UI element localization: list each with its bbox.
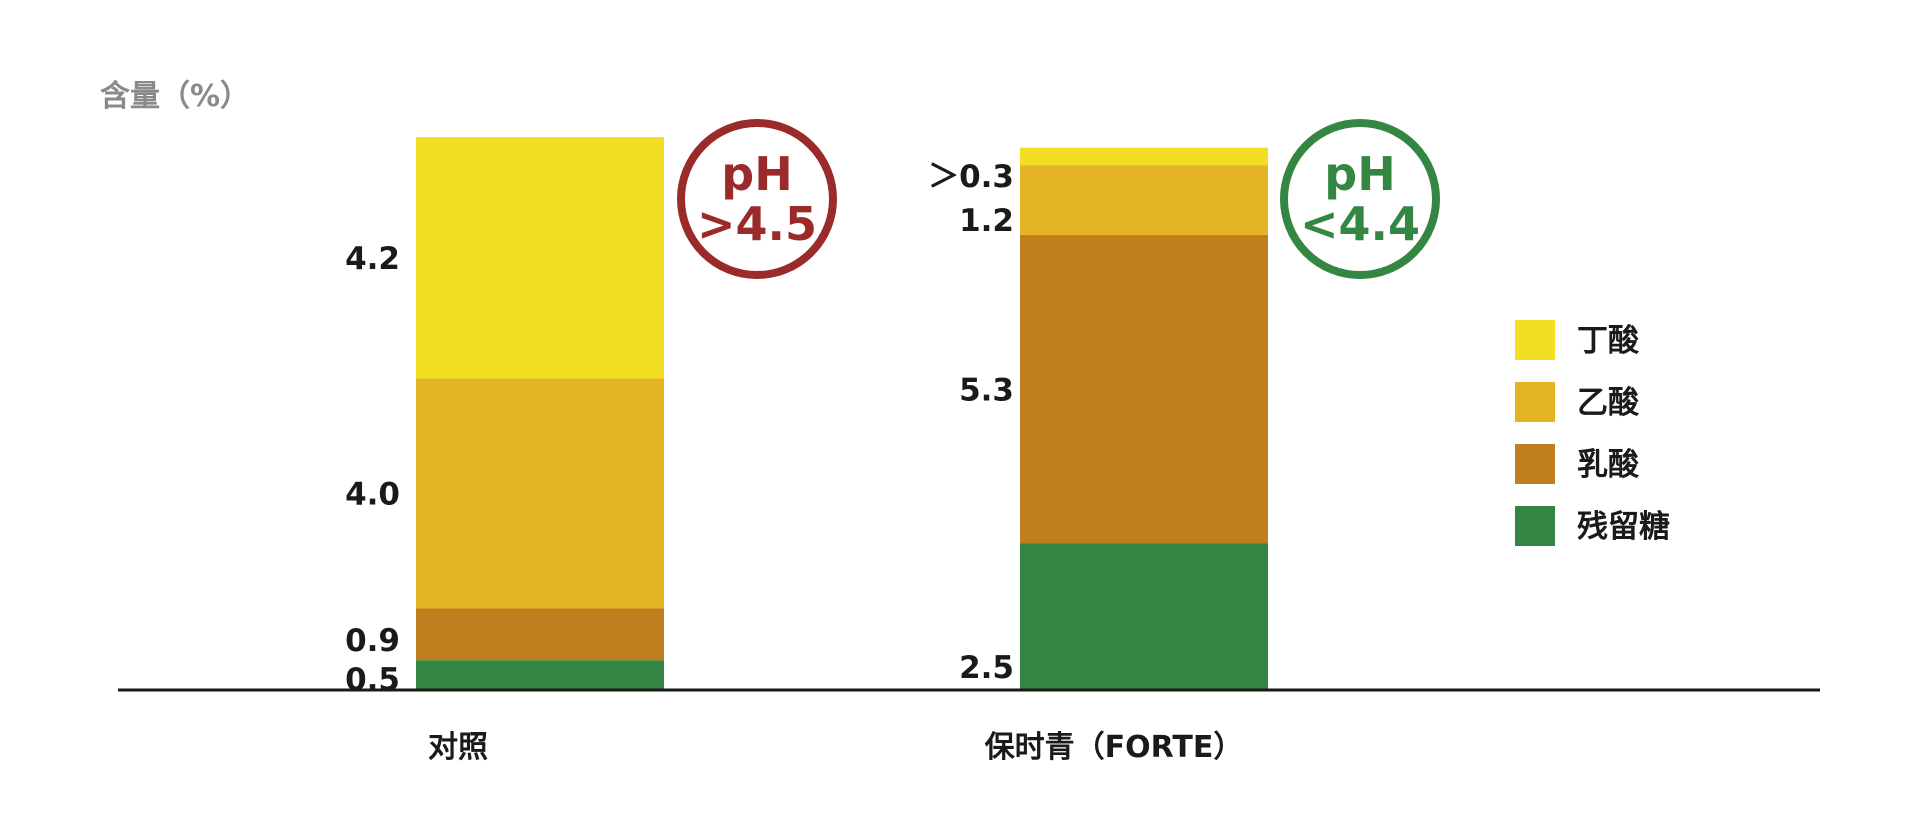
- value-label-1-3: 4.0: [345, 477, 400, 513]
- legend-swatch-3: [1515, 444, 1555, 484]
- ph-label-1: pH: [721, 147, 792, 201]
- bar-segment-2-3: [1020, 165, 1268, 236]
- ph-value-2: <4.4: [1300, 197, 1420, 251]
- value-label-2-4: ＞0.3: [928, 159, 1014, 195]
- category-label-1: 对照: [428, 730, 488, 765]
- bars: [416, 137, 1268, 689]
- value-labels: 0.50.9 4.0 4.2 2.5 5.3 1.2 ＞0.3: [345, 159, 1014, 698]
- ph-label-2: pH: [1324, 147, 1395, 201]
- ph-annotation-2: pH<4.4: [1280, 119, 1440, 279]
- bar-segment-2-4: [1020, 147, 1268, 166]
- value-label-2-3: 1.2: [959, 203, 1014, 239]
- ph-annotations: pH>4.5pH<4.4: [677, 119, 1440, 279]
- legend-swatch-2: [1515, 382, 1555, 422]
- bar-segment-1-1: [416, 660, 664, 689]
- legend-swatch-1: [1515, 320, 1555, 360]
- value-label-2-1: 2.5: [959, 650, 1014, 686]
- ph-circle-1: [677, 119, 837, 279]
- bar-segment-1-4: [416, 137, 664, 379]
- legend-label-4: 残留糖: [1577, 509, 1670, 545]
- legend-label-3: 乳酸: [1577, 447, 1640, 483]
- bar-segment-2-2: [1020, 235, 1268, 544]
- category-label-2: 保时青（FORTE）: [985, 730, 1244, 765]
- value-label-2-2: 5.3: [959, 372, 1014, 408]
- value-label-1-1: 0.5: [345, 662, 400, 698]
- y-axis-label: 含量（%）: [100, 79, 250, 114]
- legend-label-2: 乙酸: [1577, 385, 1640, 421]
- bar-segment-1-2: [416, 608, 664, 661]
- ph-annotation-1: pH>4.5: [677, 119, 837, 279]
- bar-segment-1-3: [416, 378, 664, 609]
- bar-segment-2-1: [1020, 543, 1268, 689]
- ph-value-1: >4.5: [697, 197, 817, 251]
- value-label-1-2: 0.9: [345, 623, 400, 659]
- legend-swatch-4: [1515, 506, 1555, 546]
- category-labels: 对照 保时青（FORTE）: [428, 730, 1243, 765]
- ph-circle-2: [1280, 119, 1440, 279]
- legend-label-1: 丁酸: [1577, 323, 1640, 359]
- value-label-1-4: 4.2: [345, 241, 400, 277]
